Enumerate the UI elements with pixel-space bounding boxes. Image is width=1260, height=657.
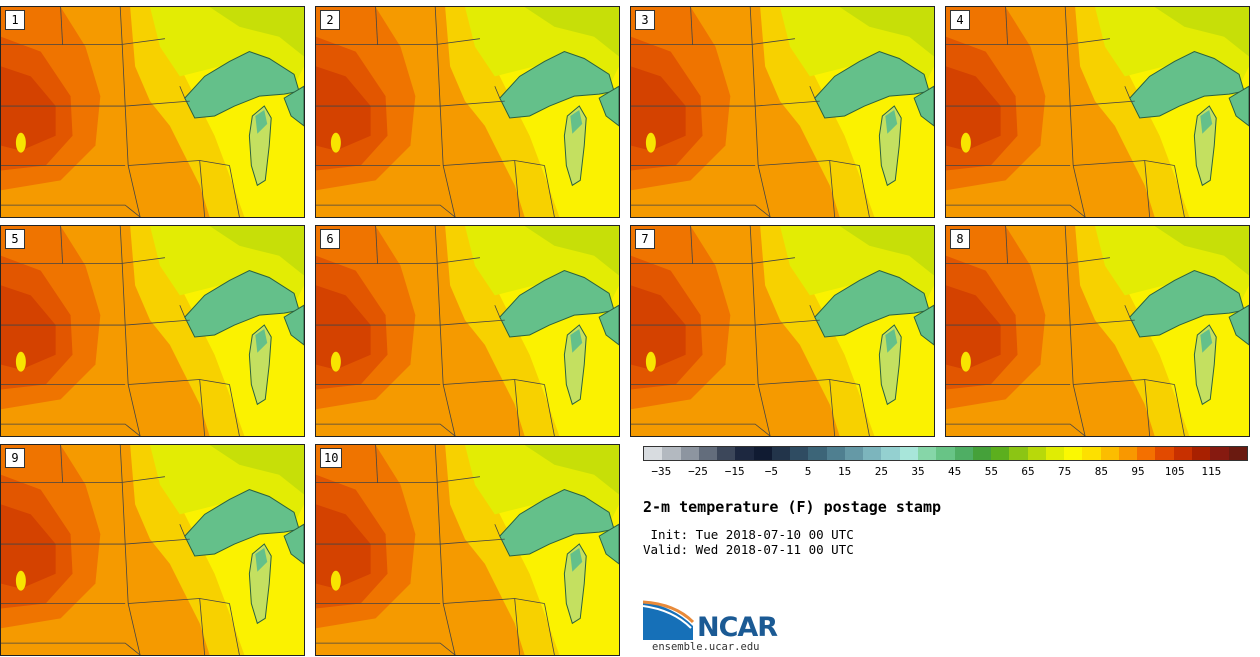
colorbar-segment [1137, 447, 1156, 460]
colorbar-segment [954, 447, 973, 460]
member-panel-5: 5 [0, 225, 305, 437]
temperature-colorbar [643, 446, 1248, 461]
colorbar-segment [972, 447, 992, 460]
plot-title: 2-m temperature (F) postage stamp [643, 498, 942, 516]
member-panel-7: 7 [630, 225, 935, 437]
colorbar-segment [1027, 447, 1046, 460]
colorbar-segment [1082, 447, 1101, 460]
panel-label: 8 [950, 229, 970, 249]
colorbar-tick-label: 15 [838, 465, 852, 478]
temperature-map [316, 445, 619, 655]
member-panel-2: 2 [315, 6, 620, 218]
colorbar-segment [735, 447, 754, 460]
temperature-map [1, 7, 304, 217]
panel-label: 2 [320, 10, 340, 30]
colorbar-tick-label: 25 [874, 465, 888, 478]
colorbar-tick-label: 65 [1021, 465, 1035, 478]
colorbar-tick-label: 105 [1164, 465, 1185, 478]
colorbar-segment [1210, 447, 1229, 460]
site-url: ensemble.ucar.edu [652, 641, 760, 653]
member-panel-1: 1 [0, 6, 305, 218]
colorbar-tick-label: −35 [651, 465, 672, 478]
colorbar-tick-label: 85 [1094, 465, 1108, 478]
panel-label: 4 [950, 10, 970, 30]
colorbar-segment [881, 447, 900, 460]
colorbar-segment [808, 447, 827, 460]
colorbar-segment [1118, 447, 1138, 460]
panel-label: 7 [635, 229, 655, 249]
panel-label: 9 [5, 448, 25, 468]
colorbar-tick-label: 35 [911, 465, 925, 478]
colorbar-segment [1155, 447, 1174, 460]
temperature-map [631, 226, 934, 436]
colorbar-segment [1191, 447, 1211, 460]
temperature-map [1, 445, 304, 655]
colorbar-segment [936, 447, 955, 460]
colorbar-segment [1064, 447, 1083, 460]
colorbar-segment [917, 447, 937, 460]
colorbar-segment [717, 447, 736, 460]
colorbar-segment [826, 447, 845, 460]
colorbar-ticks: −35 −25 −15 −5 5 15 25 35 45 55 65 75 85 95 105 115 [643, 465, 1248, 481]
temperature-map [946, 226, 1249, 436]
colorbar-segment [991, 447, 1010, 460]
member-panel-4: 4 [945, 6, 1250, 218]
member-panel-9: 9 [0, 444, 305, 656]
member-panel-8: 8 [945, 225, 1250, 437]
colorbar-segment [771, 447, 791, 460]
colorbar-tick-label: −25 [688, 465, 708, 478]
panel-label: 3 [635, 10, 655, 30]
colorbar-tick-label: −5 [764, 465, 778, 478]
colorbar-segment [1228, 447, 1247, 460]
colorbar-tick-label: 5 [804, 465, 812, 478]
colorbar-segment [662, 447, 681, 460]
valid-time: Valid: Wed 2018-07-11 00 UTC [643, 542, 854, 557]
member-panel-3: 3 [630, 6, 935, 218]
panel-label: 10 [320, 448, 343, 468]
colorbar-segment [1009, 447, 1028, 460]
panel-label: 5 [5, 229, 25, 249]
panel-label: 1 [5, 10, 25, 30]
temperature-map [1, 226, 304, 436]
temperature-map [316, 7, 619, 217]
temperature-map [316, 226, 619, 436]
colorbar-segment [753, 447, 772, 460]
member-panel-10: 10 [315, 444, 620, 656]
colorbar-segment [1173, 447, 1192, 460]
colorbar-segment [790, 447, 809, 460]
colorbar-segment [863, 447, 882, 460]
init-time: Init: Tue 2018-07-10 00 UTC [643, 527, 854, 542]
panel-label: 6 [320, 229, 340, 249]
colorbar-segment [680, 447, 699, 460]
colorbar-segment [899, 447, 918, 460]
colorbar-tick-label: 55 [984, 465, 998, 478]
ncar-logo-icon [643, 600, 695, 640]
colorbar-tick-label: 115 [1201, 465, 1222, 478]
colorbar-tick-label: 75 [1058, 465, 1072, 478]
colorbar-segment [1045, 447, 1065, 460]
temperature-map [946, 7, 1249, 217]
colorbar-segment [644, 447, 663, 460]
member-panel-6: 6 [315, 225, 620, 437]
colorbar-tick-label: 95 [1131, 465, 1145, 478]
logo-text: NCAR [697, 612, 778, 643]
colorbar-segment [844, 447, 864, 460]
colorbar-segment [1100, 447, 1119, 460]
colorbar-segment [698, 447, 718, 460]
temperature-map [631, 7, 934, 217]
colorbar-tick-label: −15 [724, 465, 745, 478]
colorbar-tick-label: 45 [948, 465, 962, 478]
